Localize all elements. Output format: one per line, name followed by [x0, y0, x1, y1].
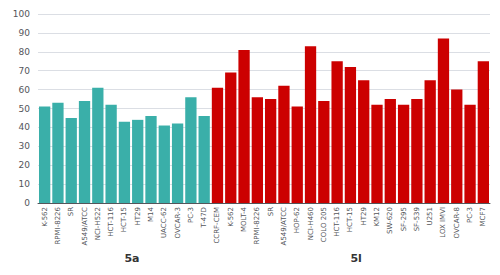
svg-text:100: 100	[13, 9, 30, 19]
svg-text:T-47D: T-47D	[200, 207, 208, 228]
svg-text:SR: SR	[67, 207, 75, 216]
svg-text:K-562: K-562	[227, 207, 235, 227]
svg-text:U251: U251	[426, 207, 434, 225]
svg-text:PC-3: PC-3	[466, 207, 474, 223]
svg-text:60: 60	[19, 85, 31, 95]
svg-text:K-562: K-562	[41, 207, 49, 227]
svg-text:90: 90	[19, 28, 31, 38]
svg-text:UACC-62: UACC-62	[160, 207, 168, 238]
svg-text:OVCAR-3: OVCAR-3	[174, 207, 182, 238]
svg-text:70: 70	[19, 66, 31, 76]
svg-text:HOP-62: HOP-62	[293, 207, 301, 233]
svg-text:NCI-H460: NCI-H460	[307, 207, 315, 240]
svg-text:OVCAR-8: OVCAR-8	[453, 207, 461, 238]
svg-text:0: 0	[24, 198, 30, 208]
svg-text:HCT-116: HCT-116	[107, 206, 115, 236]
svg-text:SF-539: SF-539	[413, 207, 421, 231]
svg-text:HCT-15: HCT-15	[120, 207, 128, 232]
svg-text:LOX IMVI: LOX IMVI	[439, 207, 447, 238]
svg-text:5a: 5a	[124, 252, 139, 265]
svg-text:10: 10	[19, 179, 31, 189]
svg-text:SW-620: SW-620	[386, 207, 394, 234]
svg-text:KM12: KM12	[373, 207, 381, 227]
svg-text:RPMI-8226: RPMI-8226	[253, 206, 261, 244]
svg-text:SF-295: SF-295	[400, 207, 408, 231]
svg-text:HCT-116: HCT-116	[333, 206, 341, 236]
svg-text:5l: 5l	[350, 252, 361, 265]
svg-text:HT29: HT29	[134, 207, 142, 225]
svg-text:HT29: HT29	[360, 207, 368, 225]
svg-text:PC-3: PC-3	[187, 207, 195, 223]
svg-text:50: 50	[19, 104, 31, 114]
svg-text:MCF7: MCF7	[479, 207, 487, 226]
svg-text:20: 20	[19, 160, 31, 170]
svg-text:HCT-15: HCT-15	[346, 207, 354, 232]
svg-text:M14: M14	[147, 206, 155, 221]
svg-text:SR: SR	[267, 207, 275, 216]
svg-text:30: 30	[19, 141, 31, 151]
svg-text:RPMI-8226: RPMI-8226	[54, 206, 62, 244]
svg-text:CCRF-CEM: CCRF-CEM	[213, 207, 221, 244]
svg-text:MOLT-4: MOLT-4	[240, 206, 248, 232]
svg-text:COLO 205: COLO 205	[320, 207, 328, 242]
svg-text:NCI-H522: NCI-H522	[94, 207, 102, 240]
svg-text:80: 80	[19, 47, 31, 57]
svg-text:A549/ATCC: A549/ATCC	[81, 207, 89, 246]
svg-text:40: 40	[19, 122, 31, 132]
svg-text:A549/ATCC: A549/ATCC	[280, 207, 288, 246]
